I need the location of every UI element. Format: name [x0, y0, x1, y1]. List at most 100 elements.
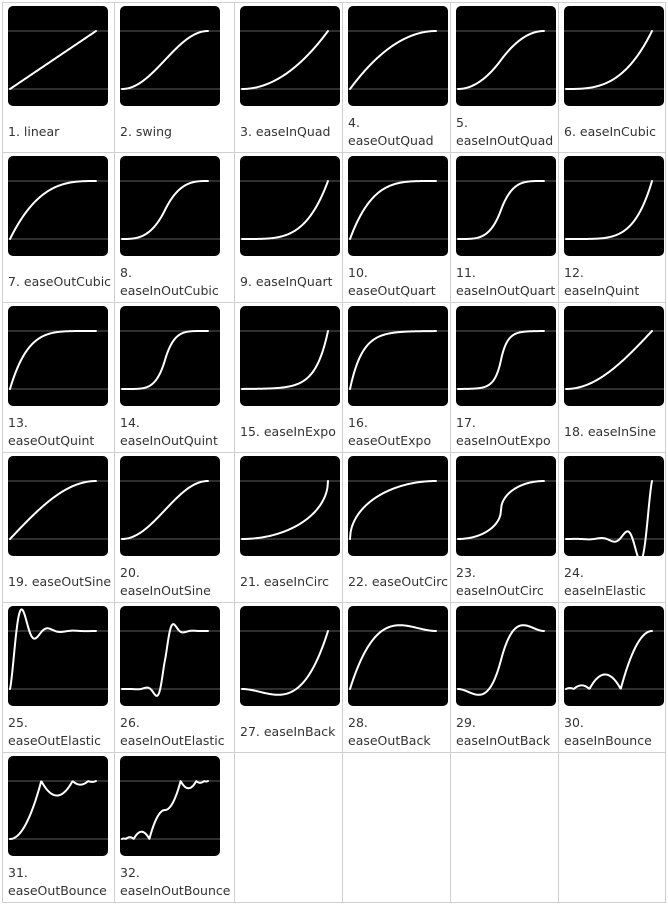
empty-cell — [450, 752, 558, 902]
easing-label-text: 1. linear — [8, 124, 60, 139]
easing-label: 9. easeInQuart — [240, 259, 340, 305]
easing-label: 25. easeOutElastic — [8, 709, 112, 755]
easing-curve-line — [565, 630, 653, 690]
easing-label-text: 32. easeInOutBounce — [120, 865, 231, 898]
easing-label-text: 3. easeInQuad — [240, 124, 331, 139]
easeInOutElastic-curve-icon — [120, 606, 220, 706]
easeInBounce-curve-icon — [564, 606, 664, 706]
easing-label: 30. easeInBounce — [564, 709, 663, 755]
easing-curve-line — [121, 30, 209, 90]
easeInOutCubic-curve-icon — [120, 156, 220, 256]
easing-curve-line — [241, 630, 329, 696]
easing-cell: 20. easeInOutSine — [114, 452, 234, 602]
easing-cell: 13. easeOutQuint — [2, 302, 114, 452]
easing-cell: 3. easeInQuad — [234, 2, 342, 152]
easeInQuint-curve-icon — [564, 156, 664, 256]
easing-label: 29. easeInOutBack — [456, 709, 556, 755]
easing-curve-graph — [456, 624, 556, 696]
easing-curve-line — [121, 780, 209, 840]
easeInOutCirc-curve-icon — [456, 456, 556, 556]
easing-label: 8. easeInOutCubic — [120, 259, 232, 305]
grid-row-divider — [2, 902, 666, 903]
easing-cell: 26. easeInOutElastic — [114, 602, 234, 752]
easing-cell: 11. easeInOutQuart — [450, 152, 558, 302]
easing-cell: 12. easeInQuint — [558, 152, 665, 302]
easing-curve-line — [9, 330, 97, 390]
easing-label-text: 26. easeInOutElastic — [120, 715, 225, 748]
easing-label: 32. easeInOutBounce — [120, 859, 232, 905]
easing-label-text: 18. easeInSine — [564, 424, 657, 439]
easeInOutExpo-curve-icon — [456, 306, 556, 406]
easing-label: 3. easeInQuad — [240, 109, 340, 155]
easeInCubic-curve-icon — [564, 6, 664, 106]
easing-label: 21. easeInCirc — [240, 559, 340, 605]
easing-label-text: 20. easeInOutSine — [120, 565, 211, 598]
easing-label: 5. easeInOutQuad — [456, 109, 556, 155]
easeInQuart-curve-icon — [240, 156, 340, 256]
easing-curve-graph — [564, 630, 664, 690]
easing-curve-graph — [564, 480, 664, 556]
easing-label-text: 4. easeOutQuad — [348, 115, 434, 148]
easing-curve-line — [349, 30, 437, 90]
easing-label-text: 30. easeInBounce — [564, 715, 652, 748]
easing-label: 14. easeInOutQuint — [120, 409, 232, 455]
empty-cell — [558, 752, 665, 902]
easing-curve-graph — [240, 480, 340, 540]
easing-cell: 21. easeInCirc — [234, 452, 342, 602]
easing-curve-graph — [120, 780, 220, 840]
easeOutBack-curve-icon — [348, 606, 448, 706]
easing-cell: 28. easeOutBack — [342, 602, 450, 752]
easing-cell: 29. easeInOutBack — [450, 602, 558, 752]
easing-cell: 32. easeInOutBounce — [114, 752, 234, 902]
easing-curve-graph — [8, 30, 108, 90]
easing-label: 20. easeInOutSine — [120, 559, 232, 605]
easing-curve-line — [565, 30, 653, 90]
easeInExpo-curve-icon — [240, 306, 340, 406]
easing-cell: 16. easeOutExpo — [342, 302, 450, 452]
easing-label: 1. linear — [8, 109, 112, 155]
easing-label: 26. easeInOutElastic — [120, 709, 232, 755]
easing-label-text: 23. easeInOutCirc — [456, 565, 544, 598]
easing-cell: 18. easeInSine — [558, 302, 665, 452]
easeOutCirc-curve-icon — [348, 456, 448, 556]
easing-curve-graph — [456, 480, 556, 540]
easing-cell: 23. easeInOutCirc — [450, 452, 558, 602]
easing-curve-graph — [240, 180, 340, 240]
easeInBack-curve-icon — [240, 606, 340, 706]
easing-label-text: 6. easeInCubic — [564, 124, 656, 139]
grid-row-divider — [2, 152, 666, 153]
easing-curve-graph — [8, 330, 108, 390]
easing-curve-line — [121, 330, 209, 390]
easing-label-text: 13. easeOutQuint — [8, 415, 95, 448]
easing-curve-line — [9, 180, 97, 240]
easing-label: 28. easeOutBack — [348, 709, 448, 755]
easing-cell: 19. easeOutSine — [2, 452, 114, 602]
easing-label-text: 17. easeInOutExpo — [456, 415, 551, 448]
easing-curve-line — [457, 180, 545, 240]
easing-cell: 9. easeInQuart — [234, 152, 342, 302]
grid-row-divider — [2, 452, 666, 453]
easing-curve-line — [241, 330, 329, 390]
grid-row-divider — [2, 602, 666, 603]
easing-curve-line — [457, 624, 545, 696]
easeOutSine-curve-icon — [8, 456, 108, 556]
linear-curve-icon — [8, 6, 108, 106]
easing-label: 4. easeOutQuad — [348, 109, 448, 155]
easing-curve-line — [349, 624, 437, 690]
easeInOutBounce-curve-icon — [120, 756, 220, 856]
easing-label: 17. easeInOutExpo — [456, 409, 556, 455]
easing-curve-line — [349, 330, 437, 390]
easing-cell: 24. easeInElastic — [558, 452, 665, 602]
easeInSine-curve-icon — [564, 306, 664, 406]
easing-label: 11. easeInOutQuart — [456, 259, 556, 305]
easing-curve-line — [457, 480, 545, 540]
easeOutExpo-curve-icon — [348, 306, 448, 406]
easing-label-text: 27. easeInBack — [240, 724, 336, 739]
easing-curve-graph — [120, 180, 220, 240]
easing-label: 22. easeOutCirc — [348, 559, 448, 605]
easing-curve-graph — [240, 330, 340, 390]
easing-label: 31. easeOutBounce — [8, 859, 112, 905]
easing-curve-line — [9, 480, 97, 540]
easeOutQuart-curve-icon — [348, 156, 448, 256]
easing-cell: 5. easeInOutQuad — [450, 2, 558, 152]
